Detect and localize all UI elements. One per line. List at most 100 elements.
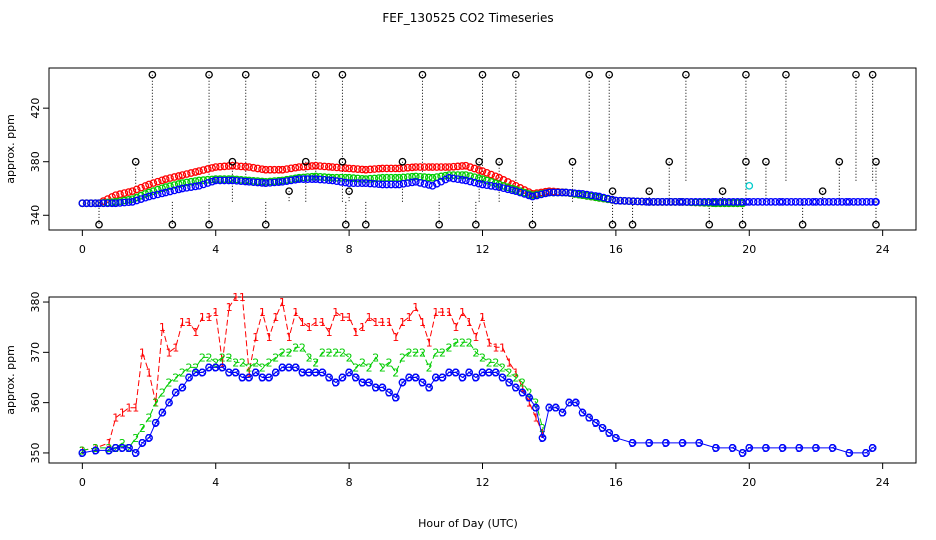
series-1-marker: 1 xyxy=(506,356,513,369)
series-1-marker: 1 xyxy=(139,346,146,359)
series-a-point xyxy=(120,189,129,197)
series-3-marker: 3 xyxy=(532,402,539,415)
spike-point xyxy=(285,187,293,196)
series-3-point xyxy=(592,418,600,427)
series-2-marker: 2 xyxy=(252,356,259,369)
series-2-marker: 2 xyxy=(492,356,499,369)
series-a-point xyxy=(353,165,362,173)
series-c-point xyxy=(791,198,800,206)
series-3-marker: 3 xyxy=(439,371,446,384)
max-point xyxy=(511,70,520,79)
series-3-point xyxy=(165,398,173,407)
series-c-point xyxy=(216,176,224,185)
series-a-point xyxy=(482,168,491,177)
series-3-point xyxy=(125,444,133,452)
max-point xyxy=(311,70,320,79)
series-c-point xyxy=(503,185,512,194)
series-3-marker: 3 xyxy=(179,382,186,395)
max-point xyxy=(148,70,157,79)
series-1-marker: 1 xyxy=(379,316,386,329)
series-3-marker: 3 xyxy=(166,397,173,410)
series-c-point xyxy=(249,178,258,186)
series-a-point xyxy=(270,165,279,174)
y-tick-label: 420 xyxy=(29,98,42,119)
series-b-point xyxy=(137,191,145,200)
series-c-point xyxy=(187,183,195,191)
series-c-point xyxy=(78,199,87,208)
series-1-marker: 1 xyxy=(146,366,153,379)
series-2-marker: 2 xyxy=(472,346,479,359)
series-c-point xyxy=(511,187,520,196)
series-2-line xyxy=(82,341,543,451)
series-2-marker: 2 xyxy=(439,346,446,359)
chart-title: FEF_130525 CO2 Timeseries xyxy=(382,11,553,25)
series-2-marker: 2 xyxy=(152,397,159,410)
series-1-marker: 1 xyxy=(386,316,393,329)
series-a-point xyxy=(316,162,324,170)
series-3-marker: 3 xyxy=(412,371,419,384)
series-3-point xyxy=(318,368,327,377)
series-b-point xyxy=(353,174,362,183)
series-c-point xyxy=(587,191,596,200)
series-3-point xyxy=(425,383,433,392)
series-c-point xyxy=(458,176,467,184)
series-1-marker: 1 xyxy=(532,412,539,425)
series-c-point xyxy=(495,183,504,192)
series-c-point xyxy=(804,198,813,206)
series-c-point xyxy=(604,194,612,203)
max-point xyxy=(682,70,690,79)
series-c-point xyxy=(575,189,583,198)
series-2-marker: 2 xyxy=(506,366,513,379)
series-a-point xyxy=(341,164,350,172)
series-a-point xyxy=(199,166,208,174)
series-c-point xyxy=(270,178,279,187)
series-c-point xyxy=(591,192,600,200)
series-b-point xyxy=(466,172,475,181)
series-a-point xyxy=(161,175,170,183)
series-2-marker: 2 xyxy=(346,351,353,364)
series-c-point xyxy=(374,180,383,189)
series-3-marker: 3 xyxy=(712,442,719,455)
series-a-point xyxy=(278,165,287,174)
spike-point xyxy=(228,157,237,166)
series-a-point xyxy=(345,164,353,173)
series-a-point xyxy=(145,180,153,189)
series-c-point xyxy=(274,178,283,186)
min-point xyxy=(608,220,617,229)
series-1-marker: 1 xyxy=(426,336,433,349)
series-3-point xyxy=(628,439,637,447)
series-2-marker: 2 xyxy=(499,361,506,374)
series-a-point xyxy=(370,165,379,173)
max-point xyxy=(852,70,860,79)
series-3-marker: 3 xyxy=(629,437,636,450)
spike-point xyxy=(131,157,140,166)
x-tick-label: 20 xyxy=(742,243,756,256)
series-a-point xyxy=(428,163,437,171)
series-c-point xyxy=(742,198,751,206)
series-3-marker: 3 xyxy=(546,402,553,415)
series-a-point xyxy=(478,167,487,175)
series-2-marker: 2 xyxy=(452,336,459,349)
series-b-point xyxy=(345,173,353,182)
series-1-marker: 1 xyxy=(486,336,493,349)
series-c-point xyxy=(449,174,458,183)
series-a-point xyxy=(266,165,274,174)
series-2-marker: 2 xyxy=(426,361,433,374)
max-point xyxy=(605,70,614,79)
series-3-marker: 3 xyxy=(679,437,686,450)
series-c-point xyxy=(278,177,287,186)
series-3-marker: 3 xyxy=(332,377,339,390)
series-a-point xyxy=(170,173,179,181)
series-c-point xyxy=(541,189,550,198)
spike-point xyxy=(608,187,617,196)
series-c-point xyxy=(558,188,567,197)
series-3-point xyxy=(612,433,620,442)
series-2-marker: 2 xyxy=(326,346,333,359)
series-3-marker: 3 xyxy=(829,442,836,455)
series-a-point xyxy=(466,163,475,171)
series-1-marker: 1 xyxy=(232,291,239,304)
max-point xyxy=(742,70,750,79)
series-c-point xyxy=(170,186,179,195)
series-3-marker: 3 xyxy=(272,366,279,379)
series-3-marker: 3 xyxy=(266,371,273,384)
